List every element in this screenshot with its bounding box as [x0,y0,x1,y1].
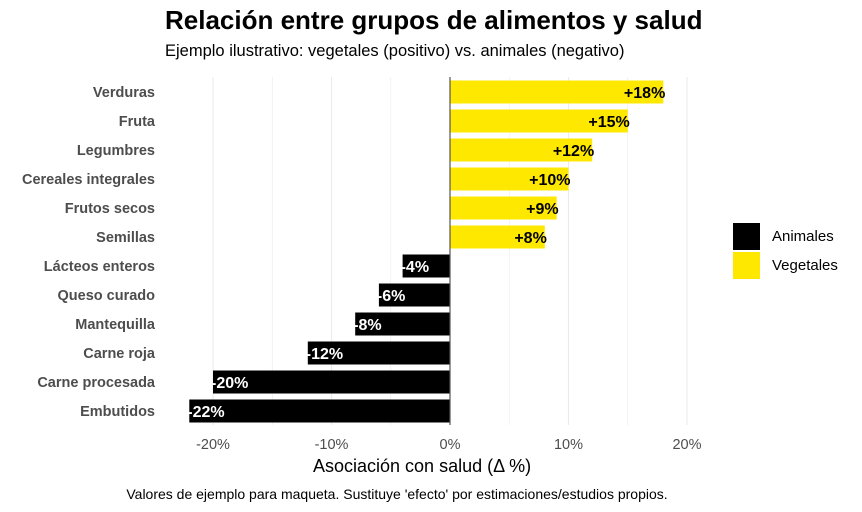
chart-title: Relación entre grupos de alimentos y sal… [165,5,703,35]
legend-key-animales [733,222,760,250]
y-tick-label: Legumbres [77,143,155,159]
data-label: +12% [553,143,594,160]
y-tick-label: Fruta [119,114,156,130]
y-tick-label: Mantequilla [75,317,156,333]
data-labels: +18% +15% +12% +10% +9% +8% -4% -6% -8% -12% -20% -… [187,85,665,421]
data-label: +10% [529,172,570,189]
data-label: +18% [624,85,665,102]
y-tick-label: Carne procesada [37,375,156,391]
y-tick-label: Lácteos enteros [44,259,155,275]
data-label: -22% [187,404,224,421]
data-label: +15% [588,114,629,131]
bar-fruta [450,109,628,133]
bar-verduras [450,80,664,104]
x-axis-label: Asociación con salud (Δ %) [313,456,532,476]
x-tick-label: -20% [196,437,230,453]
bar-frutos-secos [450,196,557,220]
legend-label-animales: Animales [772,227,834,245]
data-label: +9% [526,201,558,218]
y-tick-label: Cereales integrales [22,172,155,188]
bar-embutidos [189,399,451,423]
y-tick-label: Embutidos [80,404,155,420]
bar-semillas [450,225,545,249]
legend-item-vegetales: Vegetales [733,251,838,279]
chart-subtitle: Ejemplo ilustrativo: vegetales (positivo… [165,42,625,60]
bar-carne-procesada [213,370,450,394]
bars [189,77,664,425]
bar-cereales-integrales [450,167,569,191]
y-tick-label: Queso curado [58,288,156,304]
data-label: -6% [377,288,405,305]
data-label: -20% [211,375,248,392]
bar-carne-roja [307,341,450,365]
x-tick-label: 10% [554,437,583,453]
bar-legumbres [450,138,593,162]
y-tick-labels: Verduras Fruta Legumbres Cereales integrale… [22,85,156,420]
legend-label-vegetales: Vegetales [772,256,838,274]
x-tick-labels: -20% -10% 0% 10% 20% [196,437,702,453]
legend: Animales Vegetales [733,222,838,280]
legend-item-animales: Animales [733,222,838,250]
data-label: -12% [306,346,343,363]
data-label: -4% [401,259,429,276]
bar-lácteos-enteros [402,254,450,278]
y-tick-label: Frutos secos [65,201,155,217]
y-tick-label: Carne roja [83,346,156,362]
data-label: +8% [514,230,546,247]
chart-caption: Valores de ejemplo para maqueta. Sustitu… [126,486,668,502]
grid-lines [212,77,688,425]
y-tick-label: Verduras [93,85,155,101]
data-label: -8% [353,317,381,334]
y-tick-label: Semillas [96,230,155,246]
x-tick-label: 0% [440,437,461,453]
x-tick-label: -10% [315,437,349,453]
legend-key-vegetales [733,251,760,279]
x-tick-label: 20% [672,437,701,453]
bar-queso-curado [378,283,450,307]
bar-mantequilla [355,312,450,336]
